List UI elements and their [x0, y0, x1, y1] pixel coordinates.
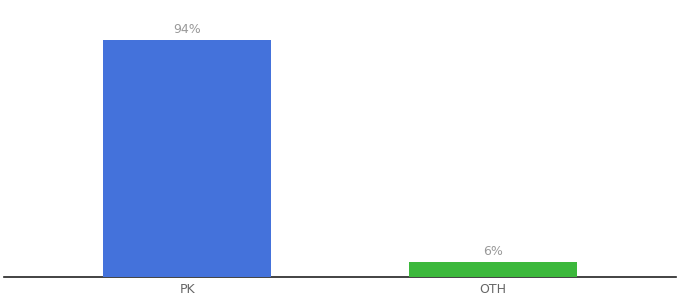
- Bar: [409, 262, 577, 277]
- Text: 6%: 6%: [483, 245, 503, 258]
- Text: 94%: 94%: [173, 23, 201, 36]
- Bar: [103, 40, 271, 277]
